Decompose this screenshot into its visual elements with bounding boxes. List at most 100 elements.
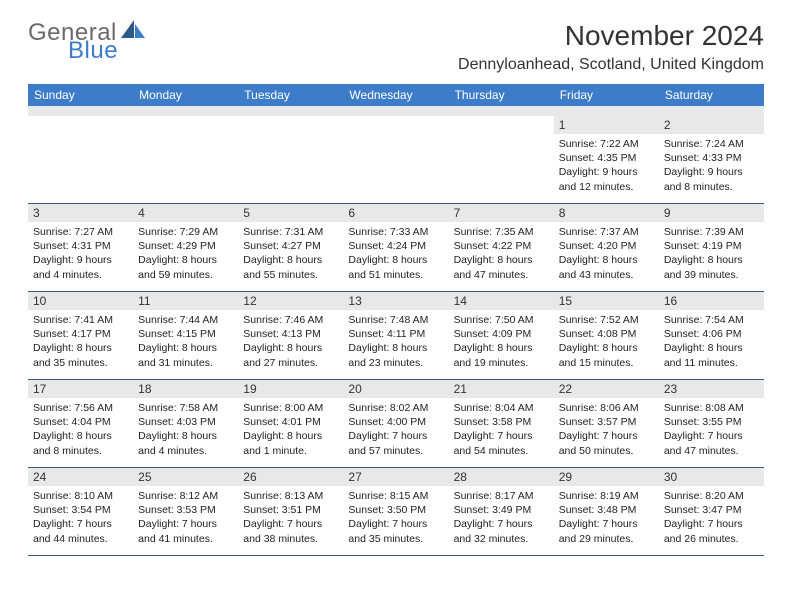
sunrise-text: Sunrise: 7:39 AM <box>664 225 759 239</box>
day-number: 25 <box>133 468 238 486</box>
day-number: 19 <box>238 380 343 398</box>
calendar-cell <box>28 116 133 204</box>
daylight-text: Daylight: 8 hours and 51 minutes. <box>348 253 443 281</box>
header-spacer <box>449 106 554 116</box>
sunset-text: Sunset: 3:50 PM <box>348 503 443 517</box>
sunrise-text: Sunrise: 8:10 AM <box>33 489 128 503</box>
day-body: Sunrise: 7:35 AMSunset: 4:22 PMDaylight:… <box>449 222 554 286</box>
daylight-text: Daylight: 9 hours and 12 minutes. <box>559 165 654 193</box>
sunset-text: Sunset: 3:58 PM <box>454 415 549 429</box>
calendar-cell: 23Sunrise: 8:08 AMSunset: 3:55 PMDayligh… <box>659 380 764 468</box>
calendar-page: General Blue November 2024 Dennyloanhead… <box>0 0 792 566</box>
header: General Blue November 2024 Dennyloanhead… <box>28 20 764 74</box>
logo-sail-icon <box>121 20 147 45</box>
day-body: Sunrise: 7:48 AMSunset: 4:11 PMDaylight:… <box>343 310 448 374</box>
daylight-text: Daylight: 8 hours and 47 minutes. <box>454 253 549 281</box>
calendar-cell: 7Sunrise: 7:35 AMSunset: 4:22 PMDaylight… <box>449 204 554 292</box>
sunrise-text: Sunrise: 8:00 AM <box>243 401 338 415</box>
day-body: Sunrise: 8:10 AMSunset: 3:54 PMDaylight:… <box>28 486 133 550</box>
sunset-text: Sunset: 3:51 PM <box>243 503 338 517</box>
title-block: November 2024 Dennyloanhead, Scotland, U… <box>458 20 764 74</box>
sunrise-text: Sunrise: 8:06 AM <box>559 401 654 415</box>
day-body: Sunrise: 7:50 AMSunset: 4:09 PMDaylight:… <box>449 310 554 374</box>
sunrise-text: Sunrise: 7:24 AM <box>664 137 759 151</box>
sunrise-text: Sunrise: 7:33 AM <box>348 225 443 239</box>
calendar-cell: 15Sunrise: 7:52 AMSunset: 4:08 PMDayligh… <box>554 292 659 380</box>
day-header: Tuesday <box>238 84 343 106</box>
sunrise-text: Sunrise: 7:41 AM <box>33 313 128 327</box>
calendar-grid: SundayMondayTuesdayWednesdayThursdayFrid… <box>28 84 764 556</box>
daylight-text: Daylight: 7 hours and 32 minutes. <box>454 517 549 545</box>
calendar-cell <box>133 116 238 204</box>
sunset-text: Sunset: 4:20 PM <box>559 239 654 253</box>
calendar-cell: 27Sunrise: 8:15 AMSunset: 3:50 PMDayligh… <box>343 468 448 556</box>
day-body: Sunrise: 7:33 AMSunset: 4:24 PMDaylight:… <box>343 222 448 286</box>
day-body: Sunrise: 8:19 AMSunset: 3:48 PMDaylight:… <box>554 486 659 550</box>
day-body: Sunrise: 7:22 AMSunset: 4:35 PMDaylight:… <box>554 134 659 198</box>
calendar-cell: 29Sunrise: 8:19 AMSunset: 3:48 PMDayligh… <box>554 468 659 556</box>
day-number: 29 <box>554 468 659 486</box>
daylight-text: Daylight: 8 hours and 43 minutes. <box>559 253 654 281</box>
sunrise-text: Sunrise: 7:37 AM <box>559 225 654 239</box>
calendar-cell: 19Sunrise: 8:00 AMSunset: 4:01 PMDayligh… <box>238 380 343 468</box>
day-number: 18 <box>133 380 238 398</box>
calendar-cell: 24Sunrise: 8:10 AMSunset: 3:54 PMDayligh… <box>28 468 133 556</box>
day-body: Sunrise: 7:58 AMSunset: 4:03 PMDaylight:… <box>133 398 238 462</box>
day-number: 20 <box>343 380 448 398</box>
day-number: 4 <box>133 204 238 222</box>
daylight-text: Daylight: 7 hours and 26 minutes. <box>664 517 759 545</box>
sunset-text: Sunset: 4:17 PM <box>33 327 128 341</box>
day-number: 14 <box>449 292 554 310</box>
sunset-text: Sunset: 4:27 PM <box>243 239 338 253</box>
calendar-cell: 3Sunrise: 7:27 AMSunset: 4:31 PMDaylight… <box>28 204 133 292</box>
day-number: 21 <box>449 380 554 398</box>
calendar-cell: 18Sunrise: 7:58 AMSunset: 4:03 PMDayligh… <box>133 380 238 468</box>
day-number: 9 <box>659 204 764 222</box>
daylight-text: Daylight: 7 hours and 54 minutes. <box>454 429 549 457</box>
logo-text-blue: Blue <box>68 39 118 63</box>
sunrise-text: Sunrise: 7:22 AM <box>559 137 654 151</box>
day-body: Sunrise: 7:31 AMSunset: 4:27 PMDaylight:… <box>238 222 343 286</box>
day-body: Sunrise: 8:20 AMSunset: 3:47 PMDaylight:… <box>659 486 764 550</box>
daylight-text: Daylight: 7 hours and 35 minutes. <box>348 517 443 545</box>
location: Dennyloanhead, Scotland, United Kingdom <box>458 56 764 74</box>
day-number: 6 <box>343 204 448 222</box>
calendar-cell: 11Sunrise: 7:44 AMSunset: 4:15 PMDayligh… <box>133 292 238 380</box>
calendar-cell: 22Sunrise: 8:06 AMSunset: 3:57 PMDayligh… <box>554 380 659 468</box>
daylight-text: Daylight: 8 hours and 19 minutes. <box>454 341 549 369</box>
calendar-cell <box>238 116 343 204</box>
day-number: 23 <box>659 380 764 398</box>
daylight-text: Daylight: 8 hours and 23 minutes. <box>348 341 443 369</box>
day-body: Sunrise: 8:15 AMSunset: 3:50 PMDaylight:… <box>343 486 448 550</box>
day-header: Wednesday <box>343 84 448 106</box>
sunset-text: Sunset: 3:47 PM <box>664 503 759 517</box>
day-number: 1 <box>554 116 659 134</box>
day-number: 8 <box>554 204 659 222</box>
sunrise-text: Sunrise: 8:20 AM <box>664 489 759 503</box>
sunrise-text: Sunrise: 8:08 AM <box>664 401 759 415</box>
calendar-cell: 21Sunrise: 8:04 AMSunset: 3:58 PMDayligh… <box>449 380 554 468</box>
sunset-text: Sunset: 4:19 PM <box>664 239 759 253</box>
daylight-text: Daylight: 7 hours and 41 minutes. <box>138 517 233 545</box>
sunset-text: Sunset: 4:01 PM <box>243 415 338 429</box>
calendar-cell <box>449 116 554 204</box>
sunset-text: Sunset: 4:35 PM <box>559 151 654 165</box>
sunrise-text: Sunrise: 7:35 AM <box>454 225 549 239</box>
daylight-text: Daylight: 8 hours and 59 minutes. <box>138 253 233 281</box>
day-header: Friday <box>554 84 659 106</box>
daylight-text: Daylight: 8 hours and 27 minutes. <box>243 341 338 369</box>
day-number: 26 <box>238 468 343 486</box>
daylight-text: Daylight: 8 hours and 4 minutes. <box>138 429 233 457</box>
sunset-text: Sunset: 4:08 PM <box>559 327 654 341</box>
calendar-cell: 1Sunrise: 7:22 AMSunset: 4:35 PMDaylight… <box>554 116 659 204</box>
sunset-text: Sunset: 4:31 PM <box>33 239 128 253</box>
month-title: November 2024 <box>458 20 764 52</box>
calendar-cell: 5Sunrise: 7:31 AMSunset: 4:27 PMDaylight… <box>238 204 343 292</box>
sunrise-text: Sunrise: 8:15 AM <box>348 489 443 503</box>
calendar-cell: 14Sunrise: 7:50 AMSunset: 4:09 PMDayligh… <box>449 292 554 380</box>
sunrise-text: Sunrise: 8:13 AM <box>243 489 338 503</box>
sunrise-text: Sunrise: 7:29 AM <box>138 225 233 239</box>
day-body: Sunrise: 7:39 AMSunset: 4:19 PMDaylight:… <box>659 222 764 286</box>
sunset-text: Sunset: 4:09 PM <box>454 327 549 341</box>
day-header: Thursday <box>449 84 554 106</box>
